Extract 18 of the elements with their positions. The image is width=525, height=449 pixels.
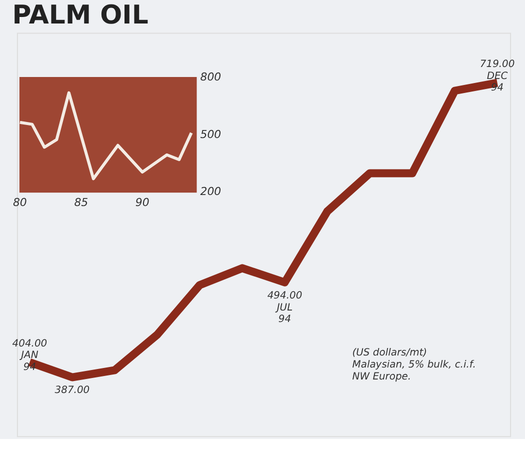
data-label: 494.00	[267, 290, 302, 302]
data-label: 404.00	[12, 338, 48, 350]
y-tick-label: 500	[200, 128, 222, 141]
line-series	[18, 91, 193, 180]
x-tick-label: 85	[74, 196, 88, 210]
data-label: 719.00	[480, 58, 515, 70]
annotation: Malaysian, 5% bulk, c.i.f.	[352, 359, 476, 370]
x-tick-label: 80	[12, 196, 27, 210]
x-tick-label: JAN 94	[19, 350, 39, 374]
x-tick-label: JUL 94	[274, 302, 293, 326]
y-tick-label: 800	[200, 70, 222, 84]
annotation: NW Europe.	[352, 371, 412, 382]
y-tick-label: 200	[200, 185, 222, 198]
x-tick-label: DEC 94	[486, 70, 508, 94]
data-label: 387.00	[54, 385, 90, 396]
x-tick-label: 90	[135, 196, 150, 210]
chart-title: PALM OIL	[12, 0, 148, 31]
annotation: (US dollars/mt)	[352, 347, 428, 358]
